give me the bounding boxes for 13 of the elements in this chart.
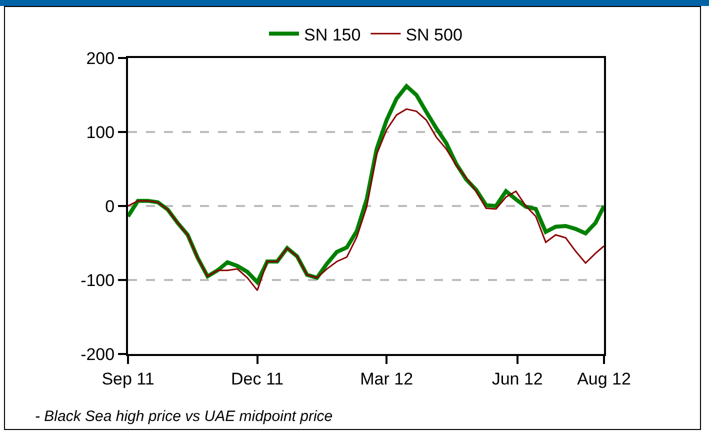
x-tick-label: Dec 11 bbox=[230, 369, 284, 388]
legend-label: SN 150 bbox=[304, 25, 361, 44]
text: - Black Sea high price vs UAE midpoint price bbox=[35, 408, 333, 425]
y-tick-label: 100 bbox=[86, 122, 115, 142]
y-tick-label: -200 bbox=[80, 344, 115, 364]
y-tick-label: 0 bbox=[105, 196, 115, 216]
y-tick-label: -100 bbox=[80, 270, 115, 290]
x-tick-label: Mar 12 bbox=[360, 369, 414, 388]
y-tick-label: 200 bbox=[86, 48, 115, 68]
legend-label: SN 500 bbox=[406, 25, 462, 44]
x-tick-label: Sep 11 bbox=[102, 369, 154, 388]
x-tick-label: Jun 12 bbox=[492, 369, 543, 388]
x-tick-label: Aug 12 bbox=[577, 369, 631, 388]
